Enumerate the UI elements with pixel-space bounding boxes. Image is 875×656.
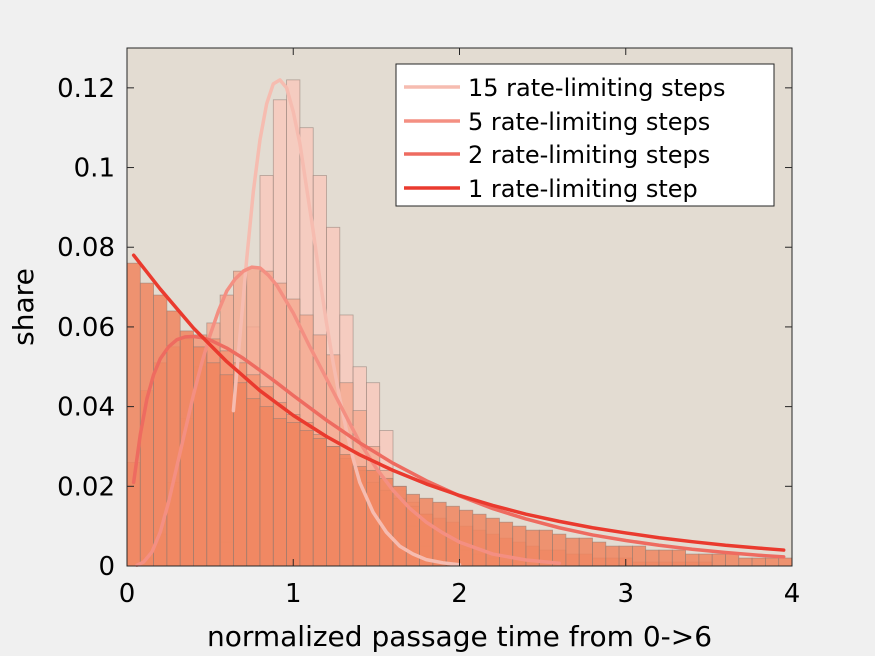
y-tick-label: 0.08 bbox=[57, 233, 115, 263]
x-tick-label: 3 bbox=[617, 579, 634, 609]
histogram-bar bbox=[326, 446, 341, 567]
histogram-bar bbox=[299, 430, 314, 567]
x-tick-label: 1 bbox=[285, 579, 302, 609]
histogram-bar bbox=[578, 537, 593, 567]
histogram-bar bbox=[153, 294, 168, 567]
histogram-bar bbox=[671, 549, 686, 567]
histogram-bar bbox=[632, 545, 647, 567]
y-tick-label: 0.12 bbox=[57, 74, 115, 104]
histogram-bar bbox=[485, 517, 500, 567]
x-tick-label: 2 bbox=[451, 579, 468, 609]
histogram-bar bbox=[272, 418, 287, 567]
histogram-bar bbox=[725, 553, 740, 567]
legend-label-5-steps: 5 rate-limiting steps bbox=[468, 108, 710, 136]
histogram-bar bbox=[459, 509, 474, 567]
y-tick-label: 0.06 bbox=[57, 313, 115, 343]
series-line bbox=[135, 265, 561, 567]
x-tick-label: 4 bbox=[784, 579, 801, 609]
series-line bbox=[231, 78, 462, 567]
histogram-bar bbox=[711, 553, 726, 567]
y-tick-label: 0.1 bbox=[74, 154, 115, 184]
legend: 15 rate-limiting steps 5 rate-limiting s… bbox=[395, 63, 775, 207]
histogram-bar bbox=[193, 346, 208, 567]
y-tick-label: 0.04 bbox=[57, 393, 115, 423]
histogram-bar bbox=[765, 557, 780, 567]
x-axis-label: normalized passage time from 0->6 bbox=[207, 620, 712, 653]
histogram-bar bbox=[698, 553, 713, 567]
histogram-bar bbox=[565, 537, 580, 567]
axis-ticks: 0 1 2 3 4 0 0.02 0.04 0.06 0.08 0.1 0.12 bbox=[57, 48, 800, 609]
histogram-bar bbox=[592, 541, 607, 567]
histogram-bar bbox=[658, 549, 673, 567]
fitted-curves bbox=[131, 78, 786, 567]
histogram-bar bbox=[738, 557, 753, 567]
legend-label-1-step: 1 rate-limiting step bbox=[468, 175, 698, 203]
x-tick-label: 0 bbox=[119, 579, 136, 609]
histogram-bar bbox=[246, 398, 261, 567]
legend-label-2-steps: 2 rate-limiting steps bbox=[468, 141, 710, 169]
histogram-bar bbox=[778, 557, 793, 567]
histogram-bar bbox=[339, 454, 354, 567]
histogram-bar bbox=[605, 545, 620, 567]
histogram-bar bbox=[498, 521, 514, 567]
histogram-bar bbox=[685, 553, 700, 567]
y-tick-label: 0.02 bbox=[57, 472, 115, 502]
histogram-bar bbox=[312, 438, 327, 567]
histogram-bar bbox=[645, 549, 660, 567]
histogram-bar bbox=[232, 382, 248, 567]
histogram-bar bbox=[206, 362, 221, 567]
legend-label-15-steps: 15 rate-limiting steps bbox=[468, 74, 726, 102]
series-line bbox=[131, 334, 786, 559]
histogram-bar bbox=[219, 374, 234, 567]
histogram-bar bbox=[259, 406, 274, 567]
histogram-bar bbox=[472, 513, 487, 567]
histogram-bar bbox=[286, 422, 301, 567]
y-axis-label: share bbox=[7, 268, 40, 346]
y-tick-label: 0 bbox=[98, 552, 115, 582]
series-line bbox=[131, 253, 786, 552]
histogram-bar bbox=[751, 557, 766, 567]
histogram-bar bbox=[126, 262, 141, 567]
